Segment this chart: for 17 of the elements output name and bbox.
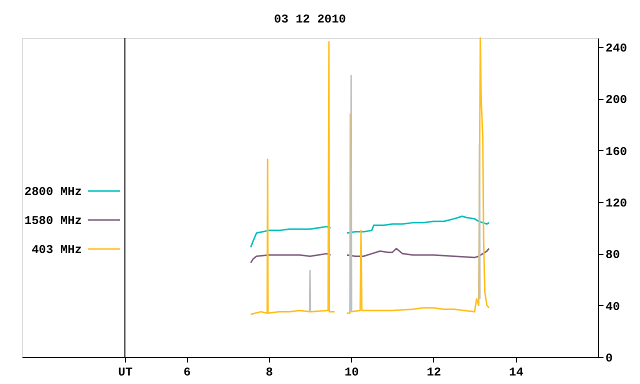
y-tick-label: 120 <box>606 196 628 211</box>
x-tick-label: 12 <box>426 366 442 380</box>
y-tick-label: 40 <box>606 300 620 314</box>
x-tick-label: 10 <box>344 366 359 380</box>
x-tick-label: UT <box>118 366 133 380</box>
chart-title: 03 12 2010 <box>274 12 346 26</box>
y-tick-label: 240 <box>606 42 628 56</box>
y-tick-label: 80 <box>606 248 620 262</box>
y-tick-label: 0 <box>606 352 613 366</box>
y-tick-label: 160 <box>606 144 628 159</box>
legend-label: 1580 MHz <box>24 214 82 228</box>
x-tick-label: 6 <box>183 366 191 380</box>
legend-label: 403 MHz <box>32 243 82 257</box>
x-tick-label: 14 <box>509 366 524 380</box>
legend-label: 2800 MHz <box>24 185 82 199</box>
x-tick-label: 8 <box>266 366 273 380</box>
y-tick-label: 200 <box>606 93 628 108</box>
